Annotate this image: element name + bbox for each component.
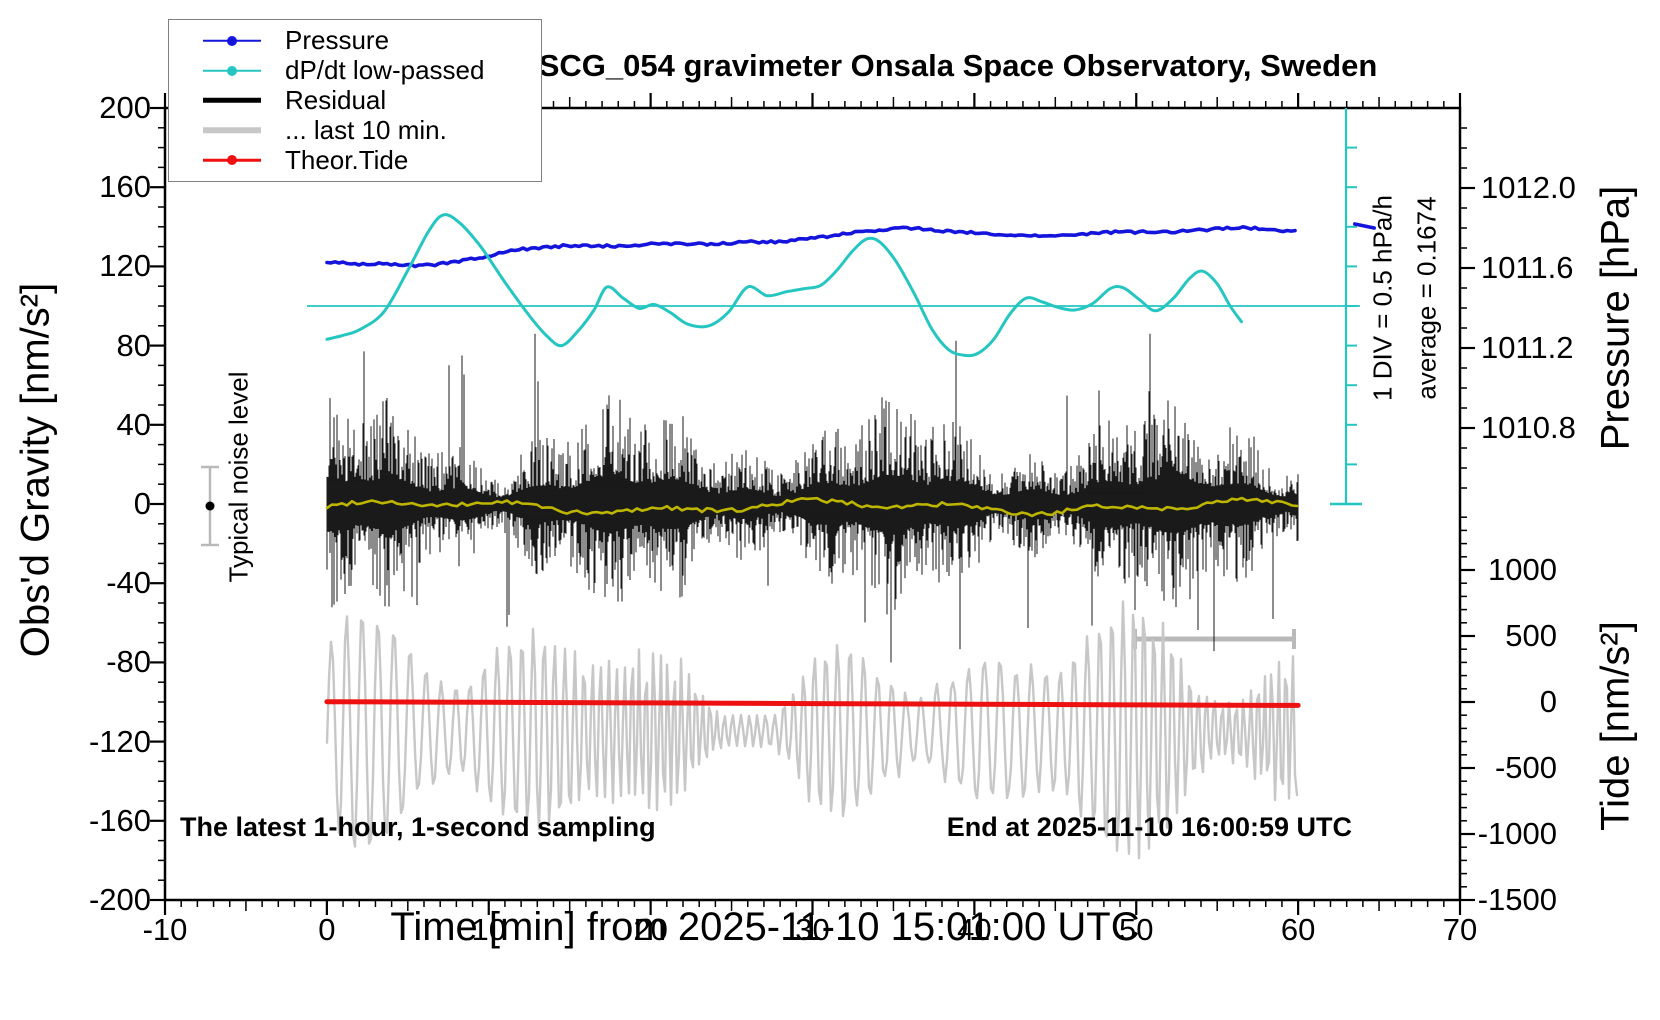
legend-label: dP/dt low-passed [285, 55, 485, 86]
residual-line-swatch [203, 95, 261, 105]
pressure-line-swatch [203, 35, 261, 46]
legend-item-last10: ... last 10 min. [169, 115, 541, 145]
residual-smoothed-curve [325, 496, 1299, 518]
dpdt-curve [325, 213, 1243, 358]
legend-item-theor-tide: Theor.Tide [169, 145, 541, 175]
legend-label: Residual [285, 85, 387, 115]
legend-box: Pressure dP/dt low-passed Residual ... l… [168, 19, 542, 182]
theor-tide-curve [324, 699, 1301, 708]
pressure-curve-tail [1353, 222, 1376, 230]
pressure-curve [325, 225, 1297, 269]
last10-line-swatch [203, 125, 261, 135]
legend-item-residual: Residual [169, 85, 541, 116]
theor-tide-line-swatch [203, 155, 261, 166]
legend-item-dpdt: dP/dt low-passed [169, 55, 541, 86]
legend-label: ... last 10 min. [285, 114, 447, 145]
dpdt-line-swatch [203, 65, 261, 76]
legend-label: Pressure [285, 25, 390, 56]
legend-label: Theor.Tide [285, 144, 409, 175]
noise-level-dot [205, 501, 215, 511]
residual-last10-curve [325, 600, 1299, 860]
legend-item-pressure: Pressure [169, 25, 541, 56]
